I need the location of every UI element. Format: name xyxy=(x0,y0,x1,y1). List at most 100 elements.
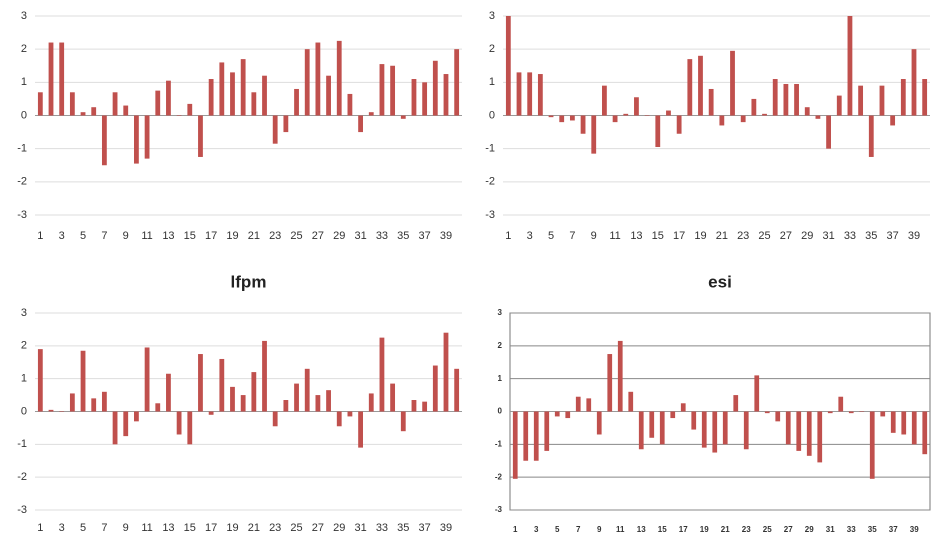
x-tick-label: 29 xyxy=(333,522,345,534)
x-tick-label: 25 xyxy=(763,525,772,534)
bar xyxy=(890,115,896,126)
x-tick-label: 19 xyxy=(700,525,709,534)
bar xyxy=(262,75,267,116)
bar xyxy=(112,411,118,445)
x-tick-label: 19 xyxy=(226,230,238,242)
bar xyxy=(687,59,693,116)
y-tick-label: -3 xyxy=(17,504,27,516)
bar xyxy=(666,110,671,116)
bar xyxy=(670,411,676,419)
bar xyxy=(922,411,928,455)
bar xyxy=(368,393,374,412)
bar xyxy=(123,105,129,116)
bar xyxy=(251,372,257,412)
bar xyxy=(617,340,623,412)
x-tick-label: 37 xyxy=(419,230,431,242)
bar xyxy=(826,115,831,149)
bar xyxy=(796,411,802,451)
bar xyxy=(922,79,928,116)
chart-title: lfpm xyxy=(231,272,267,291)
bar xyxy=(379,337,385,412)
x-tick-label: 27 xyxy=(780,230,792,242)
bar xyxy=(659,411,665,445)
bar xyxy=(400,411,406,432)
x-tick-label: 23 xyxy=(269,522,281,534)
bar xyxy=(198,354,203,412)
bar xyxy=(559,115,565,123)
x-tick-label: 15 xyxy=(658,525,667,534)
bar xyxy=(762,113,767,116)
bar xyxy=(751,98,757,116)
x-tick-label: 11 xyxy=(141,522,152,534)
bar xyxy=(123,411,129,437)
bar xyxy=(315,42,321,116)
bar xyxy=(701,411,707,448)
bar xyxy=(358,411,363,448)
bar xyxy=(368,112,374,116)
bar xyxy=(815,115,821,119)
bar xyxy=(80,350,86,412)
x-tick-label: 29 xyxy=(805,525,814,534)
x-tick-label: 25 xyxy=(290,230,302,242)
x-tick-label: 15 xyxy=(652,230,664,242)
x-tick-label: 37 xyxy=(419,522,431,534)
x-tick-label: 25 xyxy=(758,230,770,242)
bar xyxy=(443,332,449,412)
y-tick-label: 0 xyxy=(21,109,27,121)
y-tick-label: -3 xyxy=(485,209,495,221)
bar xyxy=(537,74,543,116)
x-tick-label: 13 xyxy=(637,525,646,534)
bar xyxy=(586,398,592,412)
bar xyxy=(772,79,778,116)
bar xyxy=(294,88,299,116)
x-tick-label: 13 xyxy=(630,230,642,242)
y-tick-label: 3 xyxy=(498,308,503,317)
bar xyxy=(554,411,560,417)
bar xyxy=(283,400,289,412)
x-tick-label: 3 xyxy=(534,525,539,534)
bar xyxy=(208,79,214,116)
bar xyxy=(48,42,54,116)
bar xyxy=(187,411,193,445)
x-tick-label: 1 xyxy=(37,230,43,242)
bar xyxy=(283,115,289,133)
y-tick-label: 1 xyxy=(489,76,495,88)
bar xyxy=(602,85,607,116)
bar xyxy=(733,395,739,412)
y-tick-label: 1 xyxy=(21,76,27,88)
bar xyxy=(838,396,844,412)
x-tick-label: 9 xyxy=(123,522,129,534)
bar xyxy=(48,409,54,412)
x-tick-label: 27 xyxy=(312,522,324,534)
bar xyxy=(432,365,438,412)
bar xyxy=(166,373,171,412)
bar xyxy=(691,411,697,430)
bar xyxy=(37,349,43,412)
x-tick-label: 35 xyxy=(397,522,409,534)
y-tick-label: 2 xyxy=(498,341,503,350)
bar xyxy=(336,40,342,116)
x-tick-label: 21 xyxy=(721,525,730,534)
x-tick-label: 35 xyxy=(865,230,877,242)
bar xyxy=(326,390,331,412)
x-tick-label: 7 xyxy=(101,230,107,242)
bar xyxy=(596,411,602,435)
x-tick-label: 35 xyxy=(868,525,877,534)
y-tick-label: -1 xyxy=(17,438,27,450)
bar xyxy=(454,49,460,116)
x-tick-label: 31 xyxy=(826,525,835,534)
bar xyxy=(607,354,613,412)
bar xyxy=(649,411,655,438)
y-tick-label: -1 xyxy=(495,439,503,448)
bar xyxy=(400,115,406,119)
bar xyxy=(112,92,118,116)
bar xyxy=(730,50,735,116)
bar xyxy=(680,403,686,412)
x-tick-label: 37 xyxy=(887,230,899,242)
bar xyxy=(198,115,203,157)
bar xyxy=(890,411,896,433)
bar xyxy=(326,75,331,116)
bar xyxy=(516,72,522,116)
x-tick-label: 33 xyxy=(844,230,856,242)
x-tick-label: 9 xyxy=(597,525,602,534)
